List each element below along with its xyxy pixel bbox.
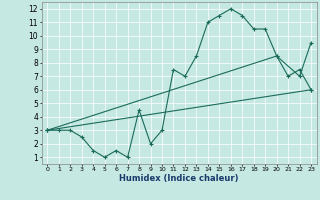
X-axis label: Humidex (Indice chaleur): Humidex (Indice chaleur) [119, 174, 239, 183]
